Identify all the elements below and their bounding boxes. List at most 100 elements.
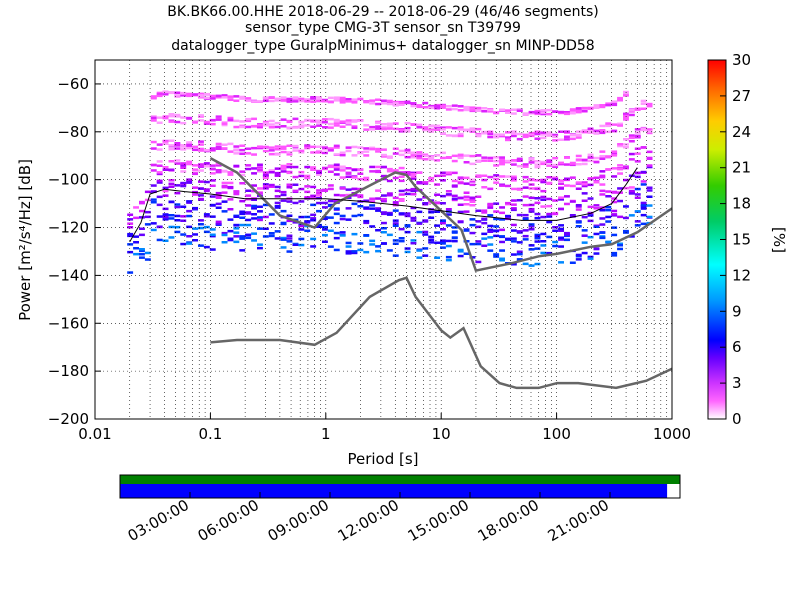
density-cell [186, 162, 193, 166]
density-cell [280, 170, 287, 173]
density-cell [422, 230, 429, 234]
density-cell [569, 163, 576, 167]
density-cell [569, 214, 576, 217]
density-cell [463, 203, 470, 206]
density-cell [180, 92, 187, 95]
density-cell [398, 128, 405, 132]
density-cell [245, 119, 252, 123]
density-cell [499, 211, 505, 215]
density-cell [587, 214, 594, 217]
density-cell [375, 197, 381, 200]
density-cell [139, 209, 145, 213]
density-cell [174, 94, 181, 97]
density-cell [257, 166, 263, 169]
density-cell [186, 144, 193, 148]
density-cell [245, 117, 252, 121]
density-cell [127, 218, 134, 221]
density-cell [268, 232, 275, 235]
density-cell [634, 136, 641, 139]
density-cell [445, 255, 452, 259]
density-cell [221, 94, 228, 97]
density-cell [534, 132, 541, 136]
density-cell [292, 144, 299, 148]
density-cell [534, 163, 541, 166]
density-cell [510, 108, 517, 111]
density-cell [422, 128, 429, 132]
density-cell [440, 174, 446, 177]
density-cell [493, 159, 500, 163]
y-tick-label: −120 [48, 219, 89, 237]
density-cell [457, 156, 464, 160]
density-cell [386, 194, 393, 197]
density-cell [552, 176, 559, 179]
density-cell [192, 206, 198, 210]
density-cell [233, 125, 240, 129]
density-cell [581, 106, 588, 110]
density-cell [257, 145, 263, 148]
density-cell [493, 202, 500, 205]
density-cell [198, 223, 204, 226]
density-cell [268, 119, 275, 123]
density-cell [546, 220, 553, 224]
density-cell [274, 153, 281, 156]
density-cell [227, 173, 234, 176]
density-cell [203, 215, 210, 218]
density-cell [528, 161, 535, 164]
density-cell [333, 248, 340, 252]
density-cell [209, 234, 216, 238]
density-cell [646, 103, 653, 107]
density-cell [593, 247, 600, 251]
colorbar-tick-label: 30 [732, 51, 751, 69]
density-cell [416, 249, 423, 252]
density-cell [286, 234, 293, 237]
density-cell [162, 207, 169, 211]
density-cell [262, 122, 269, 125]
density-cell [564, 156, 570, 159]
density-cell [351, 98, 358, 101]
density-cell [198, 163, 204, 166]
density-cell [475, 225, 482, 229]
density-cell [469, 204, 476, 207]
density-cell [162, 168, 169, 171]
density-cell [262, 184, 269, 188]
density-cell [611, 213, 618, 216]
colorbar-tick-label: 21 [732, 159, 751, 177]
density-cell [316, 197, 322, 200]
density-cell [510, 207, 517, 210]
density-cell [209, 184, 216, 187]
density-cell [593, 252, 600, 255]
density-cell [634, 152, 641, 155]
density-cell [333, 96, 340, 99]
density-cell [215, 94, 222, 98]
density-cell [522, 218, 529, 221]
density-cell [369, 147, 376, 151]
density-cell [522, 229, 529, 232]
density-cell [274, 230, 281, 233]
density-cell [611, 100, 618, 103]
density-cell [611, 197, 618, 200]
density-cell [257, 216, 263, 219]
density-cell [434, 154, 440, 157]
colorbar-label: [%] [770, 227, 788, 253]
density-cell [198, 164, 204, 168]
density-cell [162, 218, 169, 221]
density-cell [457, 134, 464, 138]
density-cell [357, 151, 364, 155]
density-cell [510, 208, 517, 212]
density-cell [357, 177, 364, 181]
density-cell [510, 263, 517, 266]
density-cell [575, 205, 582, 208]
density-cell [469, 109, 476, 112]
density-cell [351, 125, 358, 128]
density-cell [593, 204, 600, 207]
density-cell [552, 199, 559, 202]
density-cell [381, 165, 387, 169]
density-cell [392, 222, 399, 225]
density-cell [180, 184, 187, 188]
density-cell [434, 224, 440, 227]
density-cell [262, 96, 269, 99]
density-cell [280, 199, 287, 202]
density-cell [451, 171, 458, 175]
density-cell [221, 169, 228, 173]
density-cell [428, 106, 435, 109]
